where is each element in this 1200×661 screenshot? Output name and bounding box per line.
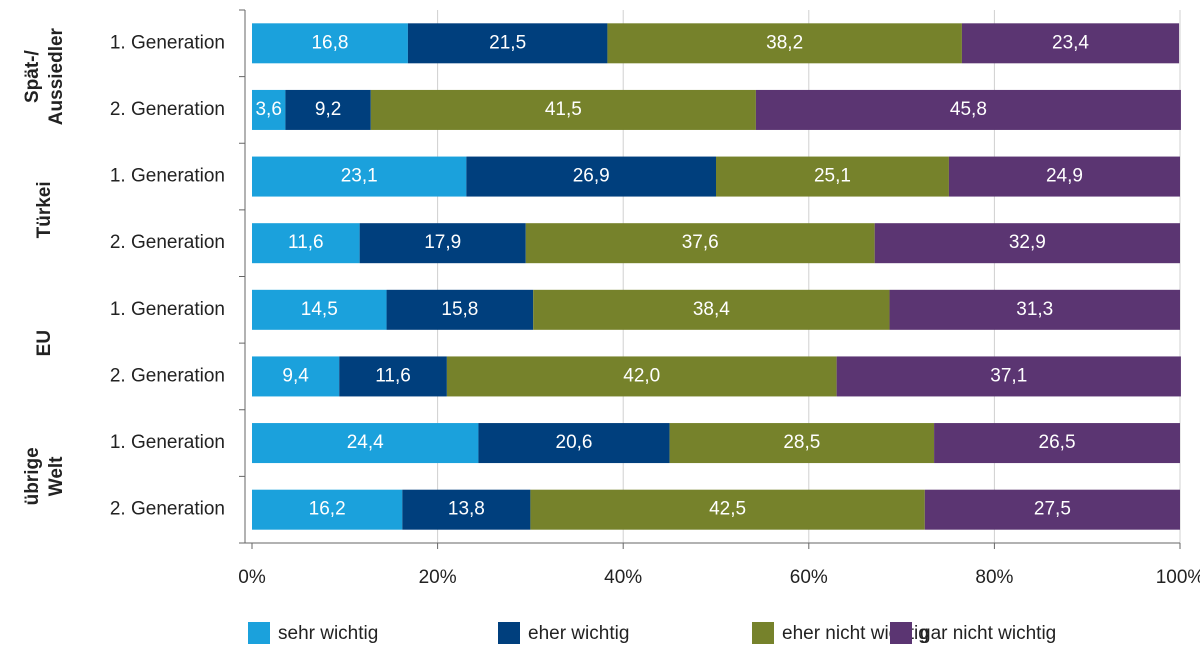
category-label: 2. Generation xyxy=(110,499,225,520)
value-label: 17,9 xyxy=(424,232,461,253)
x-tick-label: 40% xyxy=(604,567,642,588)
value-label: 16,8 xyxy=(311,32,348,53)
value-label: 16,2 xyxy=(309,499,346,520)
group-label: Spät-/ xyxy=(22,50,43,104)
value-label: 42,5 xyxy=(709,499,746,520)
value-label: 9,4 xyxy=(282,365,309,386)
category-label: 2. Generation xyxy=(110,232,225,253)
bar-segment xyxy=(755,89,1181,130)
bar-segment xyxy=(446,356,837,397)
value-label: 37,1 xyxy=(990,365,1027,386)
x-tick-label: 60% xyxy=(790,567,828,588)
bar-segment xyxy=(948,156,1180,197)
group-label: Türkei xyxy=(34,181,55,238)
value-label: 26,9 xyxy=(573,166,610,187)
group-label: EU xyxy=(34,330,55,356)
legend-swatch xyxy=(248,622,270,644)
value-label: 13,8 xyxy=(448,499,485,520)
bar-segment xyxy=(961,23,1180,64)
value-label: 15,8 xyxy=(441,299,478,320)
legend-swatch xyxy=(890,622,912,644)
value-label: 20,6 xyxy=(556,432,593,453)
bar-segment xyxy=(252,223,360,264)
bar-segment xyxy=(252,489,403,530)
value-label: 9,2 xyxy=(315,99,341,120)
category-label: 1. Generation xyxy=(110,299,225,320)
group-label: übrige xyxy=(22,447,43,505)
value-label: 25,1 xyxy=(814,166,851,187)
value-label: 24,4 xyxy=(347,432,384,453)
bar-segment xyxy=(252,89,286,130)
bar-segment xyxy=(466,156,716,197)
bar-segment xyxy=(252,289,387,330)
category-label: 2. Generation xyxy=(110,99,225,120)
bar-segment xyxy=(924,489,1180,530)
bar-segment xyxy=(525,223,875,264)
bar-segment xyxy=(285,89,371,130)
x-tick-label: 20% xyxy=(419,567,457,588)
bar-segment xyxy=(669,423,935,464)
value-label: 21,5 xyxy=(489,32,526,53)
bar-segment xyxy=(478,423,670,464)
value-label: 42,0 xyxy=(623,365,660,386)
x-tick-label: 0% xyxy=(238,567,266,588)
value-label: 14,5 xyxy=(301,299,338,320)
bar-segment xyxy=(530,489,925,530)
value-label: 11,6 xyxy=(375,365,411,386)
group-label: Welt xyxy=(46,456,67,496)
legend-swatch xyxy=(498,622,520,644)
bar-segment xyxy=(386,289,534,330)
value-label: 23,1 xyxy=(341,166,378,187)
bar-segment xyxy=(407,23,608,64)
bar-segment xyxy=(252,423,479,464)
x-tick-label: 80% xyxy=(975,567,1013,588)
value-label: 37,6 xyxy=(682,232,719,253)
bar-segment xyxy=(252,156,467,197)
bar-segment xyxy=(402,489,531,530)
value-label: 26,5 xyxy=(1039,432,1076,453)
bar-segment xyxy=(370,89,756,130)
value-label: 28,5 xyxy=(783,432,820,453)
bar-segment xyxy=(889,289,1180,330)
bar-segment xyxy=(252,356,340,397)
category-label: 1. Generation xyxy=(110,166,225,187)
bar-segment xyxy=(716,156,949,197)
bar-segment xyxy=(874,223,1180,264)
value-label: 27,5 xyxy=(1034,499,1071,520)
category-label: 1. Generation xyxy=(110,32,225,53)
category-label: 1. Generation xyxy=(110,432,225,453)
bar-segment xyxy=(934,423,1180,464)
legend-label: eher wichtig xyxy=(528,623,629,644)
value-label: 41,5 xyxy=(545,99,582,120)
x-tick-label: 100% xyxy=(1156,567,1200,588)
value-label: 38,2 xyxy=(766,32,803,53)
value-label: 23,4 xyxy=(1052,32,1089,53)
value-label: 32,9 xyxy=(1009,232,1046,253)
bar-segment xyxy=(607,23,962,64)
value-label: 3,6 xyxy=(255,99,281,120)
group-label: Aussiedler xyxy=(46,27,67,125)
legend-label: sehr wichtig xyxy=(278,623,378,644)
value-label: 45,8 xyxy=(950,99,987,120)
value-label: 11,6 xyxy=(288,232,324,253)
legend-label: gar nicht wichtig xyxy=(920,623,1056,644)
bar-segment xyxy=(533,289,890,330)
bar-segment xyxy=(339,356,447,397)
value-label: 38,4 xyxy=(693,299,730,320)
category-label: 2. Generation xyxy=(110,365,225,386)
bar-segment xyxy=(836,356,1181,397)
value-label: 24,9 xyxy=(1046,166,1083,187)
bar-segment xyxy=(359,223,526,264)
bar-segment xyxy=(252,23,408,64)
legend-swatch xyxy=(752,622,774,644)
value-label: 31,3 xyxy=(1016,299,1053,320)
